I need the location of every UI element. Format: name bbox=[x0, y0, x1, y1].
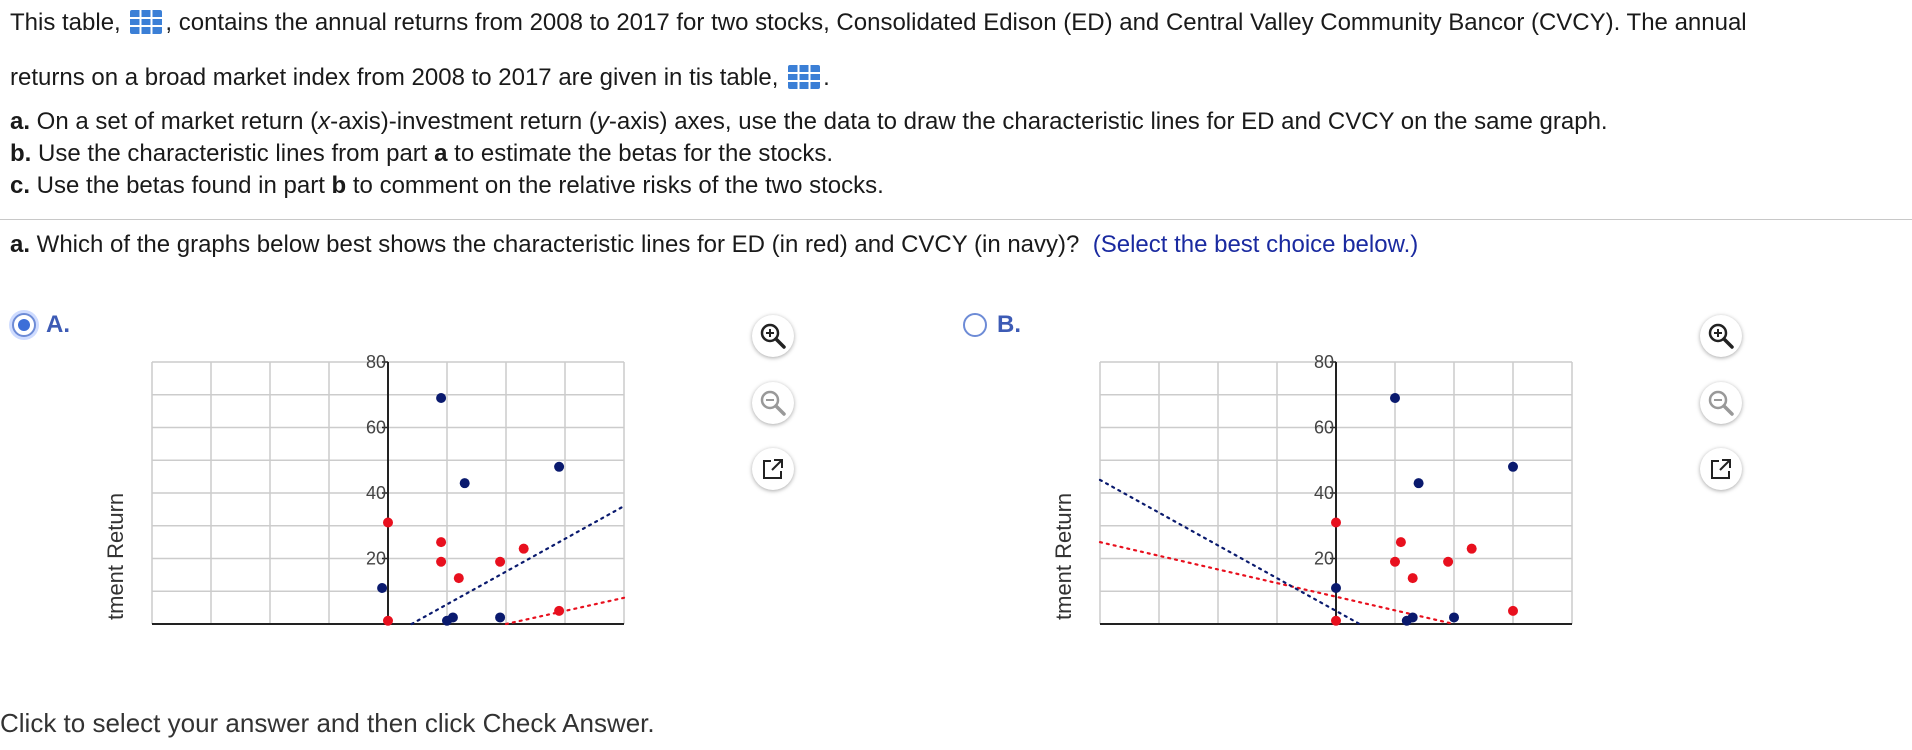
part-text: to estimate the betas for the stocks. bbox=[447, 140, 834, 167]
data-point-cvcy bbox=[442, 615, 452, 626]
data-point-cvcy bbox=[1331, 582, 1341, 593]
data-point-ed bbox=[1508, 605, 1518, 616]
data-point-ed bbox=[436, 556, 447, 567]
y-tick-label: 60 bbox=[366, 418, 386, 438]
part-text: -axis) axes, use the data to draw the ch… bbox=[608, 108, 1608, 135]
characteristic-line-cvcy bbox=[1098, 478, 1361, 626]
part-ref: b bbox=[331, 172, 347, 199]
y-tick-label: 20 bbox=[1314, 549, 1334, 569]
prompt-hint: (Select the best choice below.) bbox=[1092, 231, 1419, 258]
zoom-out-icon[interactable] bbox=[1700, 382, 1742, 424]
question-line-1: This table, , contains the annual return… bbox=[10, 8, 1747, 38]
y-axis-label: tment Return bbox=[1051, 493, 1076, 620]
data-point-ed bbox=[383, 615, 393, 626]
question-text: returns on a broad market index from 200… bbox=[10, 64, 786, 91]
data-point-cvcy bbox=[459, 478, 470, 489]
data-point-ed bbox=[518, 543, 529, 554]
part-text: Use the characteristic lines from part bbox=[31, 140, 435, 167]
part-text: On a set of market return ( bbox=[30, 108, 319, 135]
footer-instruction: Click to select your answer and then cli… bbox=[0, 708, 655, 738]
zoom-in-icon[interactable] bbox=[1700, 315, 1742, 357]
y-tick-label: 80 bbox=[366, 352, 386, 372]
data-point-cvcy bbox=[1390, 393, 1400, 404]
part-label: b. bbox=[10, 140, 32, 167]
table-icon[interactable] bbox=[787, 64, 821, 90]
data-point-ed bbox=[1443, 556, 1454, 567]
data-point-cvcy bbox=[1449, 612, 1459, 623]
choice-b-label: B. bbox=[997, 311, 1021, 338]
part-label: c. bbox=[10, 172, 31, 199]
y-tick-label: 20 bbox=[366, 549, 386, 569]
radio-b[interactable] bbox=[963, 313, 987, 337]
part-label: a. bbox=[10, 108, 31, 135]
question-text: . bbox=[823, 64, 830, 91]
data-point-cvcy bbox=[495, 612, 506, 623]
divider bbox=[0, 219, 1912, 220]
characteristic-line-ed bbox=[1098, 541, 1456, 626]
characteristic-line-ed bbox=[504, 596, 626, 626]
graph-b[interactable]: 20 40 60 80 tment Return bbox=[1043, 345, 1683, 675]
question-line-2: returns on a broad market index from 200… bbox=[10, 63, 830, 93]
graph-a[interactable]: 20 40 60 80 tment Return bbox=[95, 345, 735, 675]
plot-area: 20 40 60 80 tment Return bbox=[103, 352, 626, 626]
part-a: a. On a set of market return (x-axis)-in… bbox=[10, 107, 1608, 137]
part-b: b. Use the characteristic lines from par… bbox=[10, 139, 833, 169]
data-point-cvcy bbox=[554, 461, 565, 472]
data-point-cvcy bbox=[1401, 615, 1412, 626]
data-point-cvcy bbox=[1508, 461, 1518, 472]
data-point-ed bbox=[383, 517, 393, 528]
prompt-label: a. bbox=[10, 231, 31, 258]
choice-b[interactable]: B. bbox=[963, 311, 1021, 339]
data-point-ed bbox=[495, 556, 506, 567]
y-tick-label: 60 bbox=[1314, 418, 1334, 438]
data-point-ed bbox=[1331, 517, 1341, 528]
part-ref: a bbox=[434, 140, 448, 167]
plot-area: 20 40 60 80 tment Return bbox=[1051, 352, 1573, 626]
prompt: a. Which of the graphs below best shows … bbox=[10, 230, 1418, 260]
data-point-cvcy bbox=[377, 582, 388, 593]
part-text: -axis)-investment return ( bbox=[330, 108, 597, 135]
var-x: x bbox=[318, 108, 331, 135]
y-tick-label: 40 bbox=[366, 483, 386, 503]
data-point-ed bbox=[1407, 573, 1418, 584]
data-point-ed bbox=[1390, 556, 1400, 567]
data-point-ed bbox=[554, 605, 565, 616]
part-text: to comment on the relative risks of the … bbox=[346, 172, 884, 199]
question-text: , contains the annual returns from 2008 … bbox=[165, 9, 1747, 36]
zoom-in-icon[interactable] bbox=[752, 315, 794, 357]
data-point-cvcy bbox=[436, 393, 447, 404]
characteristic-line-cvcy bbox=[410, 505, 626, 626]
question-text: This table, bbox=[10, 9, 128, 36]
y-axis-label: tment Return bbox=[103, 493, 128, 620]
pop-out-icon[interactable] bbox=[752, 448, 794, 490]
data-point-ed bbox=[1395, 537, 1406, 548]
data-point-ed bbox=[1331, 615, 1341, 626]
y-tick-label: 80 bbox=[1314, 352, 1334, 372]
data-point-cvcy bbox=[1413, 478, 1424, 489]
prompt-text: Which of the graphs below best shows the… bbox=[30, 231, 1080, 258]
part-text: Use the betas found in part bbox=[30, 172, 332, 199]
part-c: c. Use the betas found in part b to comm… bbox=[10, 171, 884, 201]
data-point-ed bbox=[453, 573, 464, 584]
table-icon[interactable] bbox=[129, 9, 163, 35]
pop-out-icon[interactable] bbox=[1700, 448, 1742, 490]
zoom-out-icon[interactable] bbox=[752, 382, 794, 424]
choice-a[interactable]: A. bbox=[12, 311, 70, 339]
choice-a-label: A. bbox=[46, 311, 70, 338]
data-point-ed bbox=[1466, 543, 1477, 554]
data-point-ed bbox=[436, 537, 447, 548]
y-tick-label: 40 bbox=[1314, 483, 1334, 503]
radio-a[interactable] bbox=[12, 313, 36, 337]
var-y: y bbox=[596, 108, 609, 135]
